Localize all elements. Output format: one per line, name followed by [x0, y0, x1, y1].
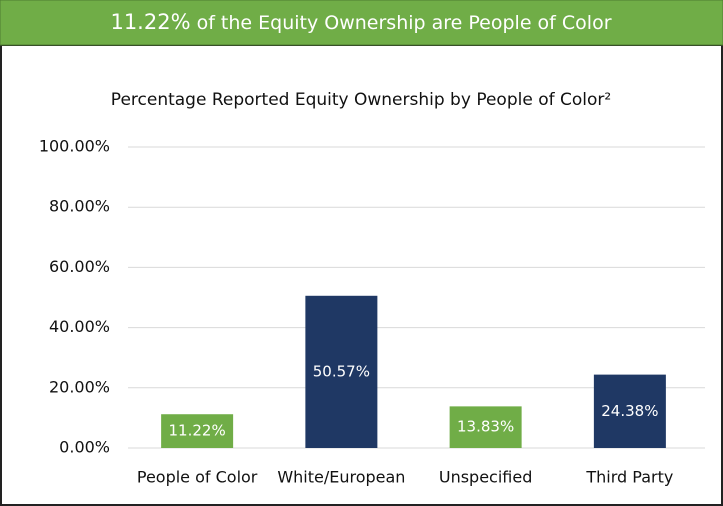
y-tick-label: 40.00% [49, 317, 110, 336]
x-tick-label: Third Party [585, 468, 673, 487]
chart-title: Percentage Reported Equity Ownership by … [111, 90, 611, 110]
value-label: 11.22% [169, 422, 226, 440]
value-label: 13.83% [457, 418, 514, 436]
bar [593, 374, 666, 448]
header-highlight: 11.22% [110, 10, 190, 34]
value-label: 24.38% [601, 402, 658, 420]
y-tick-label: 60.00% [49, 257, 110, 276]
header-text: 11.22% of the Equity Ownership are Peopl… [110, 10, 611, 34]
header-rest: of the Equity Ownership are People of Co… [197, 12, 612, 34]
bar [161, 414, 234, 448]
y-tick-label: 100.00% [39, 137, 110, 156]
x-tick-label: People of Color [137, 468, 258, 487]
y-tick-label: 0.00% [59, 438, 110, 457]
y-tick-label: 20.00% [49, 377, 110, 396]
y-tick-label: 80.00% [49, 197, 110, 216]
bar [305, 295, 378, 448]
header-bar [0, 0, 723, 46]
x-tick-label: Unspecified [439, 468, 533, 487]
x-tick-label: White/European [277, 468, 405, 487]
bar [449, 406, 522, 448]
value-label: 50.57% [313, 362, 370, 380]
